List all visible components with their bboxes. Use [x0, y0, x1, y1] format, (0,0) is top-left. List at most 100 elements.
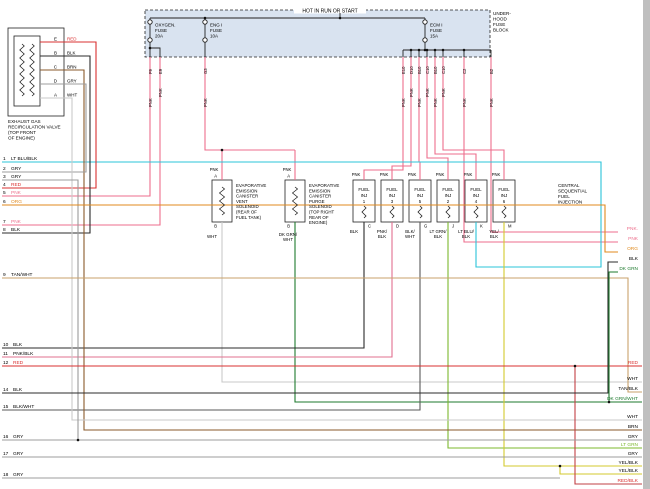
label-gry: GRY	[11, 174, 22, 180]
label-pnk: PNK	[380, 172, 389, 177]
junction-dot	[441, 48, 445, 52]
conn-e9: E9	[158, 68, 163, 74]
ecmi-fuse-label: FUSE	[430, 28, 442, 33]
inj-1-coil	[361, 205, 367, 219]
label-a: A	[287, 174, 290, 179]
label-pnk: PNK	[283, 167, 292, 172]
label-pnk: PNK	[11, 219, 22, 225]
label-lt-grn: LT GRN	[621, 442, 639, 448]
egr-b-blk	[2, 55, 91, 234]
label-blk-: BLK/	[405, 229, 415, 234]
label-wht: WHT	[405, 234, 415, 239]
gry-left-3	[2, 179, 79, 440]
engi-fuse-label: 10A	[210, 33, 218, 38]
egr-caption: (TOP FRONT	[8, 130, 36, 135]
egr-pin-b-color: BLK	[67, 51, 76, 56]
junction-dot	[148, 46, 152, 50]
scrollbar[interactable]	[643, 0, 650, 489]
label-4: 4	[3, 182, 6, 188]
engi-fuse-label: FUSE	[210, 28, 222, 33]
inj3-pnkblk-out	[2, 222, 393, 358]
label-pnk: PNK	[401, 98, 406, 107]
junction-dot	[220, 148, 224, 152]
label-lt-blu-: LT BLU/	[458, 229, 474, 234]
label-9: 9	[3, 272, 6, 278]
junction-dot	[417, 48, 421, 52]
pnk-inj6-feed	[442, 57, 505, 180]
conn-c10a: C10	[425, 66, 430, 74]
org-left-6	[2, 204, 618, 253]
junction-dot	[338, 16, 342, 20]
fuel-inj-4-label: FUEL	[470, 187, 482, 192]
fuel-inj-6-label: 6	[503, 199, 506, 204]
engi-fuse-label: ENG I	[210, 23, 222, 28]
underhood-fuse-block-label: HOOD	[493, 17, 507, 22]
label-pnk-blk: PNK/BLK	[13, 351, 34, 357]
underhood-fuse-block-label: BLOCK	[493, 28, 510, 33]
engi-fuse-symbol	[202, 19, 208, 25]
label-17: 17	[3, 451, 9, 457]
label-gry: GRY	[13, 472, 24, 478]
junction-dot	[607, 400, 611, 404]
label-blk: BLK	[13, 387, 23, 393]
fuel-inj-3-label: FUEL	[386, 187, 398, 192]
egr-caption: EXHAUST GAS	[8, 119, 41, 124]
label-gry: GRY	[13, 451, 24, 457]
label-blk: BLK	[629, 256, 639, 262]
fuel-inj-3-label: INJ	[389, 193, 396, 198]
label-wht: WHT	[627, 376, 638, 382]
inj6-yelblk-out	[503, 222, 642, 467]
label-14: 14	[3, 387, 9, 393]
egr-caption: OF ENGINE)	[8, 136, 35, 141]
vent-solenoid-caption: CANISTER	[236, 194, 258, 199]
label-blk-wht: BLK/WHT	[13, 404, 34, 410]
label-wht: WHT	[283, 237, 293, 242]
label-10: 10	[3, 342, 9, 348]
purge-solenoid-caption: (TOP RIGHT	[309, 210, 335, 215]
ecmi-fuse-label: ECM I	[430, 23, 443, 28]
vent-solenoid-box	[211, 179, 233, 223]
pnk-right-stub-upper	[490, 57, 618, 233]
central-sfi-caption: FUEL	[558, 194, 570, 199]
egr-coil-2	[29, 43, 35, 97]
label-yel-blk: YEL/BLK	[619, 460, 639, 466]
egr-pin-e-color: RED	[67, 37, 77, 42]
conn-b10b: B10	[433, 66, 438, 74]
conn-b2: B2	[489, 68, 494, 74]
inj-6-coil	[501, 205, 507, 219]
label-b: B	[287, 224, 290, 229]
purge-solenoid-caption: REAR OF	[309, 215, 329, 220]
purge-solenoid-caption: EMISSION	[309, 188, 330, 193]
pnk-oxygen-to-left-5	[2, 57, 151, 197]
label-tan-blk: TAN/BLK	[618, 386, 638, 392]
egr-pin-c-color: BRN	[67, 65, 77, 70]
egr-pin-c: C	[54, 65, 58, 70]
pnk-inj3-feed	[391, 57, 412, 180]
label-pnk: PNK	[433, 98, 438, 107]
label-blk: BLK	[434, 234, 442, 239]
label-pnk: PNK	[148, 98, 153, 107]
label-org: ORG	[11, 199, 22, 205]
ecmi-fuse-label: 15A	[430, 33, 438, 38]
purge-solenoid-caption: CANISTER	[309, 194, 331, 199]
label-m: M	[508, 224, 512, 229]
label-wht: WHT	[207, 234, 217, 239]
fuel-inj-4-label: INJ	[473, 193, 480, 198]
label-gry: GRY	[13, 434, 24, 440]
label-18: 18	[3, 472, 9, 478]
inj-3-coil	[389, 205, 395, 219]
label-pnk-: PNK/	[377, 229, 388, 234]
egr-e-red	[2, 41, 97, 189]
conn-b10a: B10	[417, 66, 422, 74]
underhood-fuse-block-label: FUSE	[493, 22, 505, 27]
label-11: 11	[3, 351, 8, 357]
purge-solenoid-coil	[291, 186, 299, 216]
label-red: RED	[628, 360, 639, 366]
label-k: K	[480, 224, 483, 229]
label-7: 7	[3, 219, 6, 225]
junction-dot	[203, 16, 207, 20]
fuel-inj-3-label: 3	[391, 199, 394, 204]
dkgrn-right-branch	[608, 271, 618, 402]
